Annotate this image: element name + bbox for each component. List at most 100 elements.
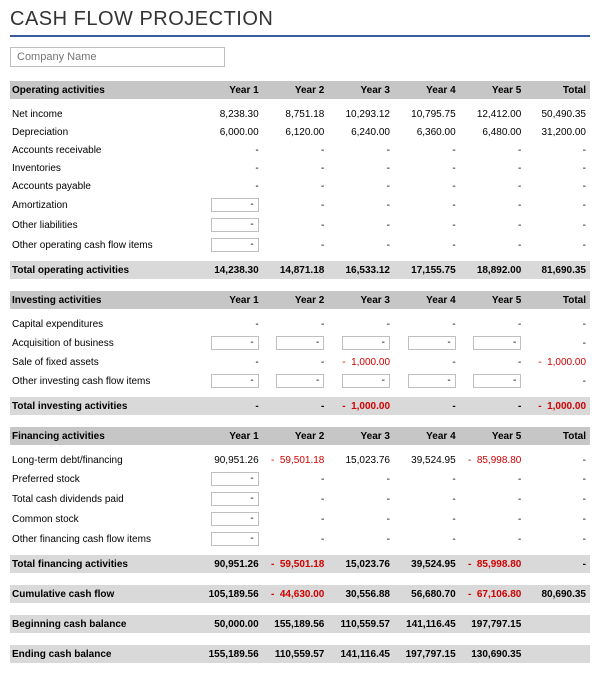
column-header: Year 1: [196, 81, 262, 99]
value-cell: -: [196, 141, 262, 159]
row-label: Other financing cash flow items: [10, 529, 196, 549]
value-cell: -: [393, 353, 459, 371]
value-cell: 81,690.35: [524, 261, 590, 279]
value-cell: -: [393, 159, 459, 177]
summary-row: Ending cash balance155,189.56110,559.571…: [10, 645, 590, 663]
row-label: Total operating activities: [10, 261, 196, 279]
value-cell: -: [262, 353, 328, 371]
section-header: Investing activitiesYear 1Year 2Year 3Ye…: [10, 291, 590, 309]
section-total: Total operating activities14,238.3014,87…: [10, 261, 590, 279]
table-row: Other financing cash flow items------: [10, 529, 590, 549]
value-cell: -: [196, 529, 262, 549]
value-cell: -: [459, 469, 525, 489]
row-label: Accounts receivable: [10, 141, 196, 159]
row-label: Total cash dividends paid: [10, 489, 196, 509]
value-cell: -: [393, 489, 459, 509]
table-row: Total cash dividends paid------: [10, 489, 590, 509]
value-cell: 15,023.76: [327, 555, 393, 573]
company-name-input[interactable]: [10, 47, 225, 67]
column-header: Year 3: [327, 427, 393, 445]
value-cell: 197,797.15: [393, 645, 459, 663]
value-cell: -: [459, 529, 525, 549]
row-label: Other liabilities: [10, 215, 196, 235]
row-label: Inventories: [10, 159, 196, 177]
value-cell: -: [459, 489, 525, 509]
value-cell: -: [459, 509, 525, 529]
value-cell: -: [262, 333, 328, 353]
value-cell: -: [524, 509, 590, 529]
value-cell: -: [393, 371, 459, 391]
value-cell: 141,116.45: [327, 645, 393, 663]
value-cell: -: [327, 529, 393, 549]
value-cell: -: [393, 177, 459, 195]
value-cell: - 44,630.00: [262, 585, 328, 603]
table-row: Other liabilities------: [10, 215, 590, 235]
value-cell: -: [524, 451, 590, 469]
table-row: Depreciation6,000.006,120.006,240.006,36…: [10, 123, 590, 141]
value-cell: -: [459, 333, 525, 353]
table-row: Other operating cash flow items------: [10, 235, 590, 255]
value-cell: -: [327, 235, 393, 255]
value-cell: -: [459, 397, 525, 415]
value-cell: -: [196, 489, 262, 509]
value-cell: -: [262, 315, 328, 333]
value-cell: -: [524, 315, 590, 333]
value-cell: -: [262, 215, 328, 235]
value-cell: 105,189.56: [196, 585, 262, 603]
value-cell: -: [327, 141, 393, 159]
value-cell: -: [327, 215, 393, 235]
value-cell: -: [459, 159, 525, 177]
value-cell: -: [196, 469, 262, 489]
column-header: Year 4: [393, 427, 459, 445]
value-cell: 16,533.12: [327, 261, 393, 279]
column-header: Total: [524, 81, 590, 99]
table-row: Preferred stock------: [10, 469, 590, 489]
value-cell: -: [393, 529, 459, 549]
column-header: Total: [524, 427, 590, 445]
value-cell: -: [327, 195, 393, 215]
value-cell: - 1,000.00: [327, 397, 393, 415]
value-cell: -: [459, 141, 525, 159]
value-cell: - 1,000.00: [524, 353, 590, 371]
table-row: Sale of fixed assets--- 1,000.00--- 1,00…: [10, 353, 590, 371]
value-cell: -: [327, 159, 393, 177]
value-cell: -: [327, 315, 393, 333]
value-cell: 6,000.00: [196, 123, 262, 141]
row-label: Net income: [10, 105, 196, 123]
column-header: Year 4: [393, 291, 459, 309]
column-header: Year 3: [327, 81, 393, 99]
value-cell: 90,951.26: [196, 555, 262, 573]
row-label: Long-term debt/financing: [10, 451, 196, 469]
section-total: Total investing activities--- 1,000.00--…: [10, 397, 590, 415]
value-cell: - 1,000.00: [327, 353, 393, 371]
value-cell: -: [524, 529, 590, 549]
value-cell: - 85,998.80: [459, 451, 525, 469]
value-cell: 6,360.00: [393, 123, 459, 141]
value-cell: -: [262, 469, 328, 489]
value-cell: -: [459, 371, 525, 391]
value-cell: - 59,501.18: [262, 451, 328, 469]
row-label: Beginning cash balance: [10, 615, 196, 633]
row-label: Common stock: [10, 509, 196, 529]
section-title: Financing activities: [10, 427, 196, 445]
value-cell: -: [524, 469, 590, 489]
section-title: Investing activities: [10, 291, 196, 309]
column-header: Year 1: [196, 427, 262, 445]
value-cell: 50,490.35: [524, 105, 590, 123]
value-cell: -: [196, 353, 262, 371]
row-label: Acquisition of business: [10, 333, 196, 353]
column-header: Year 5: [459, 81, 525, 99]
row-label: Preferred stock: [10, 469, 196, 489]
value-cell: -: [524, 177, 590, 195]
value-cell: -: [393, 235, 459, 255]
value-cell: 155,189.56: [196, 645, 262, 663]
value-cell: 197,797.15: [459, 615, 525, 633]
value-cell: -: [196, 215, 262, 235]
section-title: Operating activities: [10, 81, 196, 99]
column-header: Year 2: [262, 81, 328, 99]
row-label: Amortization: [10, 195, 196, 215]
value-cell: -: [459, 177, 525, 195]
section-header: Financing activitiesYear 1Year 2Year 3Ye…: [10, 427, 590, 445]
value-cell: -: [262, 177, 328, 195]
value-cell: -: [262, 509, 328, 529]
